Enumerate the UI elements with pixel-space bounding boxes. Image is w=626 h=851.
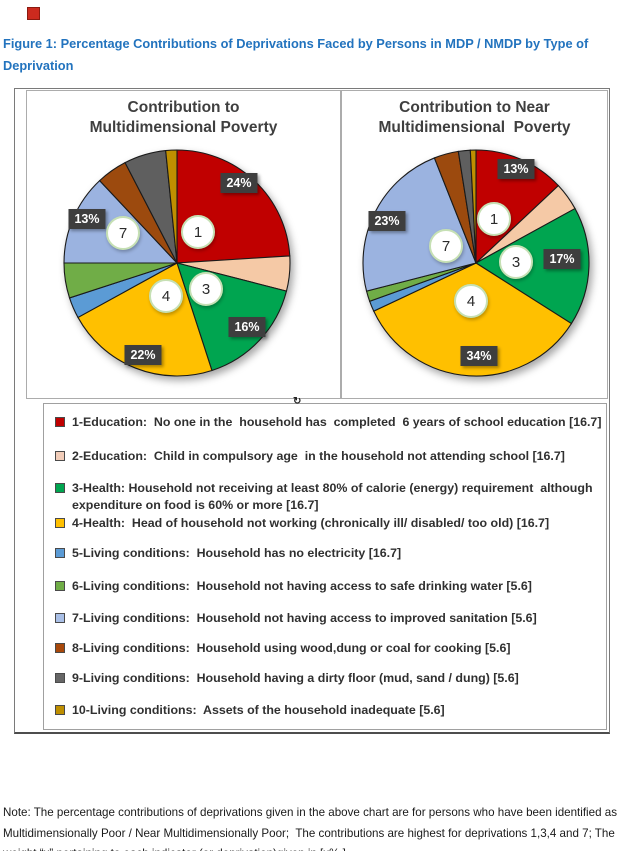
pie-slice-10-living-conditions: [469, 149, 477, 264]
legend-swatch-icon: [55, 483, 65, 493]
legend-item: 6-Living conditions: Household not havin…: [55, 578, 604, 595]
legend-swatch-icon: [55, 613, 65, 623]
legend-swatch-icon: [55, 417, 65, 427]
legend-item-label: 6-Living conditions: Household not havin…: [72, 579, 532, 593]
percent-label: 34%: [460, 346, 498, 366]
pie-title-line: Multidimensional Poverty: [89, 119, 278, 136]
pie-number-badge: 1: [477, 202, 511, 236]
pie-number-badge: 1: [181, 215, 215, 249]
pie-number-badge: 4: [454, 284, 488, 318]
figure-title: Figure 1: Percentage Contributions of De…: [3, 36, 589, 73]
legend-swatch-icon: [55, 705, 65, 715]
legend-swatch-icon: [55, 518, 65, 528]
percent-label: 13%: [68, 209, 106, 229]
legend-swatch-icon: [55, 643, 65, 653]
percent-label: 24%: [220, 173, 258, 193]
percent-label: 16%: [228, 317, 266, 337]
footnotes: Note: The percentage contributions of de…: [3, 762, 621, 851]
percent-label: 13%: [497, 159, 535, 179]
pie-chart-nmdp: [362, 149, 590, 377]
legend-item: 9-Living conditions: Household having a …: [55, 670, 604, 687]
note-text: Note: The percentage contributions of de…: [3, 806, 617, 851]
percent-label: 17%: [543, 249, 581, 269]
pie-title-line: Contribution to: [127, 99, 240, 116]
legend-swatch-icon: [55, 673, 65, 683]
pie-title-mdp: Contribution to Multidimensional Poverty: [27, 98, 340, 138]
legend-item-label: 7-Living conditions: Household not havin…: [72, 611, 537, 625]
pie-title-line: Multidimensional Poverty: [378, 119, 571, 136]
pie-number-badge: 4: [149, 279, 183, 313]
legend-item: 10-Living conditions: Assets of the hous…: [55, 702, 604, 719]
legend-item-label: 1-Education: No one in the household has…: [72, 415, 602, 429]
legend-swatch-icon: [55, 548, 65, 558]
legend-item: 1-Education: No one in the household has…: [55, 414, 604, 431]
pie-title-nmdp: Contribution to Near Multidimensional Pov…: [342, 98, 607, 138]
legend-swatch-icon: [55, 581, 65, 591]
pie-number-badge: 7: [429, 229, 463, 263]
legend-item-label: 5-Living conditions: Household has no el…: [72, 546, 402, 560]
anchor-icon: ↻: [293, 396, 302, 407]
legend-item: 8-Living conditions: Household using woo…: [55, 640, 604, 657]
legend-item-label: 10-Living conditions: Assets of the hous…: [72, 703, 445, 717]
legend-item: 3-Health: Household not receiving at lea…: [55, 480, 604, 514]
pie-number-badge: 3: [499, 245, 533, 279]
pie-slice-4-health: [373, 262, 573, 377]
legend: 1-Education: No one in the household has…: [43, 403, 607, 730]
legend-item-label: 2-Education: Child in compulsory age in …: [72, 449, 565, 463]
pie-slice-10-living-conditions: [165, 149, 178, 264]
image-placeholder-icon: [27, 7, 40, 20]
pie-number-badge: 3: [189, 272, 223, 306]
legend-item: 2-Education: Child in compulsory age in …: [55, 448, 604, 465]
legend-item-label: 8-Living conditions: Household using woo…: [72, 641, 511, 655]
legend-item: 5-Living conditions: Household has no el…: [55, 545, 604, 562]
legend-item-label: 4-Health: Head of household not working …: [72, 516, 550, 530]
legend-swatch-icon: [55, 451, 65, 461]
percent-label: 22%: [124, 345, 162, 365]
chart-panel-nmdp: Contribution to Near Multidimensional Pov…: [341, 90, 608, 399]
figure-frame: Contribution to Multidimensional Poverty …: [14, 88, 610, 734]
pie-title-line: Contribution to Near: [399, 99, 550, 116]
percent-label: 23%: [368, 211, 406, 231]
legend-item-label: 3-Health: Household not receiving at lea…: [72, 481, 596, 512]
pie-number-badge: 7: [106, 216, 140, 250]
chart-panel-mdp: Contribution to Multidimensional Poverty …: [26, 90, 341, 399]
legend-item-label: 9-Living conditions: Household having a …: [72, 671, 519, 685]
legend-item: 4-Health: Head of household not working …: [55, 515, 604, 532]
legend-item: 7-Living conditions: Household not havin…: [55, 610, 604, 627]
